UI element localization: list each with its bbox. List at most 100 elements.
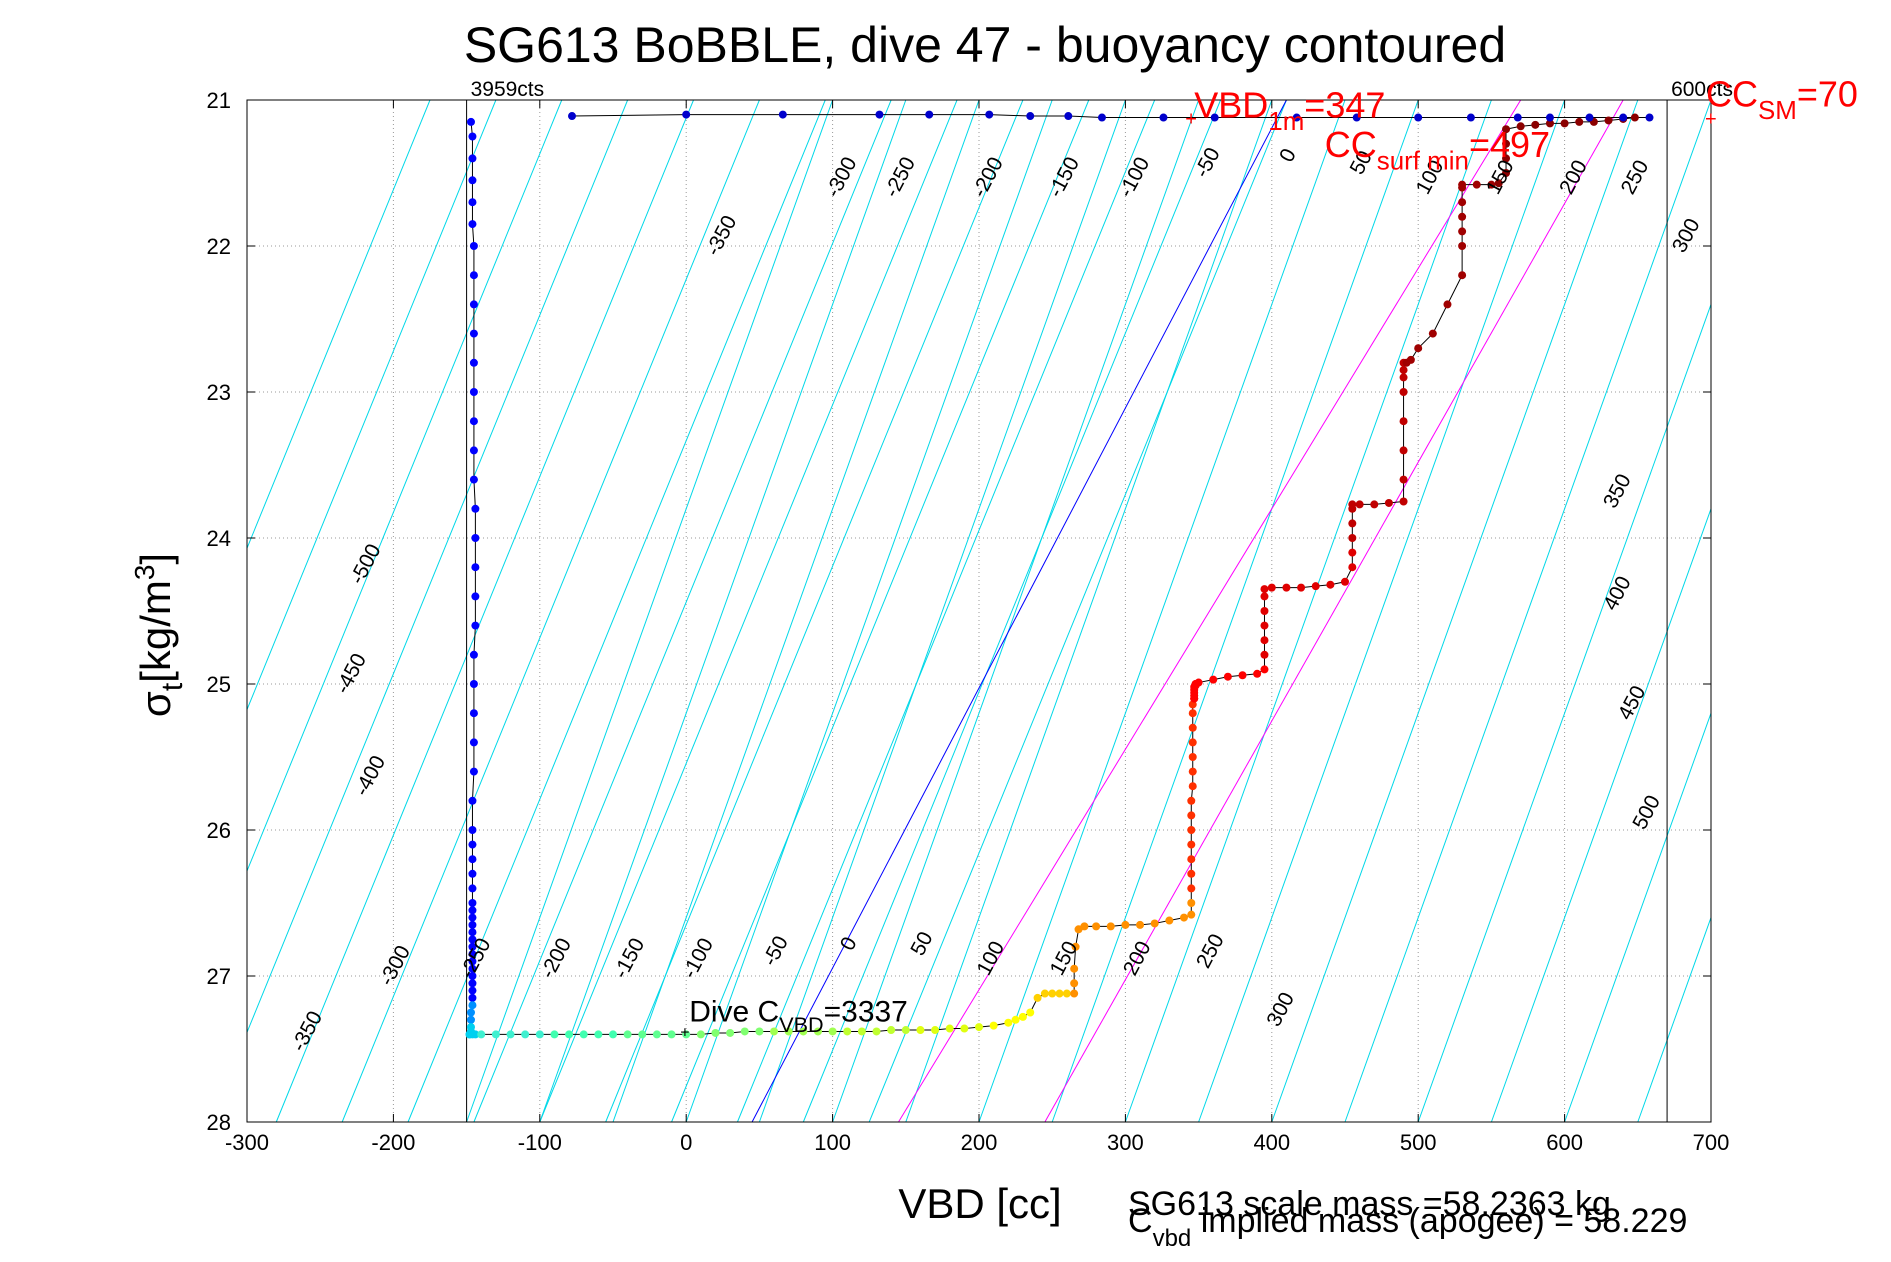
- ascent-point: [1458, 180, 1467, 189]
- x-tick-label: 100: [814, 1130, 851, 1155]
- contour-line: [832, 99, 1200, 1123]
- apogee-point: [565, 1030, 574, 1039]
- y-label-units: [kg/m: [132, 580, 179, 683]
- x-axis-label: VBD [cc]: [898, 1180, 1061, 1227]
- surface-point: [1645, 113, 1654, 122]
- contour-label: 400: [1599, 572, 1636, 614]
- ascent-point: [1458, 198, 1467, 207]
- ascent-point: [1260, 621, 1269, 630]
- ascent-point: [1194, 678, 1203, 687]
- x-tick-label: 300: [1107, 1130, 1144, 1155]
- ascent-point: [1348, 548, 1357, 557]
- descent-point: [466, 117, 475, 126]
- contour-line: [978, 99, 1346, 1123]
- contour-line: [275, 99, 694, 1123]
- y-tick-label: 25: [207, 672, 231, 697]
- contour-label: -350: [701, 212, 741, 260]
- apogee-point: [652, 1030, 661, 1039]
- ascent-point: [1531, 120, 1540, 129]
- ascent-point: [1188, 738, 1197, 747]
- contour-line: [539, 99, 958, 1123]
- y-label-sup: 3: [129, 565, 160, 581]
- apogee-point: [579, 1030, 588, 1039]
- ascent-point: [1399, 388, 1408, 396]
- contour-line: [246, 99, 497, 710]
- descent-point: [468, 942, 477, 951]
- apogee-point: [1033, 993, 1042, 1002]
- surface-point: [1545, 113, 1554, 122]
- ascent-point: [1188, 782, 1197, 791]
- apogee-point: [638, 1030, 647, 1039]
- contour-label: -400: [350, 752, 390, 800]
- ascent-point: [1502, 169, 1511, 177]
- ascent-point: [1311, 582, 1320, 591]
- contour-label: 250: [1192, 930, 1229, 972]
- ascent-point: [1187, 796, 1196, 805]
- descent-point: [468, 855, 477, 864]
- descent-point: [471, 592, 480, 601]
- contour-label: -450: [331, 650, 371, 698]
- y-tick-label: 24: [207, 526, 231, 551]
- apogee-point: [550, 1030, 559, 1039]
- contour-label: 350: [1599, 470, 1636, 512]
- contour-line: [605, 99, 1024, 1123]
- chart-title: SG613 BoBBLE, dive 47 - buoyancy contour…: [464, 17, 1506, 73]
- ascent-point: [1080, 922, 1089, 931]
- descent-point: [468, 884, 477, 893]
- apogee-point: [1055, 989, 1064, 998]
- dive-trace-line: [468, 117, 1635, 1035]
- descent-point: [469, 446, 478, 455]
- descent-point: [468, 198, 477, 207]
- x-tick-label: -100: [518, 1130, 562, 1155]
- contour-line: [246, 99, 629, 1033]
- ascent-point: [1209, 675, 1218, 684]
- ascent-point: [1260, 636, 1269, 645]
- ascent-point: [1458, 242, 1467, 250]
- ascent-point: [1348, 534, 1357, 542]
- x-tick-label: 700: [1693, 1130, 1730, 1155]
- contour-line: [868, 99, 1287, 1123]
- descent-point: [466, 1015, 475, 1024]
- descent-point: [468, 899, 477, 907]
- contour-line: [407, 99, 826, 1123]
- descent-point: [468, 132, 477, 141]
- apogee-point: [1018, 1012, 1027, 1021]
- contour-label: 450: [1614, 682, 1651, 724]
- ascent-point: [1399, 446, 1408, 455]
- contour-label: 0: [1275, 145, 1301, 166]
- ascent-point: [1187, 811, 1196, 820]
- ascent-point: [1355, 500, 1364, 509]
- apogee-point: [857, 1027, 866, 1036]
- descent-point: [471, 563, 480, 572]
- apogee-point: [872, 1027, 881, 1036]
- apogee-point: [975, 1023, 983, 1032]
- ascent-point: [1494, 179, 1503, 188]
- y-tick-label: 26: [207, 818, 231, 843]
- descent-point: [468, 1001, 477, 1010]
- x-tick-label: -300: [225, 1130, 269, 1155]
- x-tick-label: -200: [371, 1130, 415, 1155]
- contour-line: [466, 99, 834, 1123]
- ascent-point: [1502, 154, 1511, 163]
- ascent-point: [1253, 669, 1262, 678]
- contour-label: -300: [375, 942, 415, 990]
- contour-line: [758, 99, 1126, 1123]
- x-tick-label: 400: [1253, 1130, 1290, 1155]
- surface-point: [1466, 113, 1475, 122]
- contour-label: -150: [609, 934, 649, 982]
- surface-trace-line: [572, 114, 1650, 119]
- y-tick-label: 27: [207, 964, 231, 989]
- ascent-point: [1260, 592, 1269, 601]
- ascent-point: [1341, 577, 1349, 586]
- ascent-point: [1384, 498, 1393, 507]
- descent-point: [468, 220, 477, 229]
- descent-point: [469, 767, 478, 776]
- ascent-point: [1348, 500, 1357, 509]
- contour-line: [341, 99, 760, 1123]
- ascent-point: [1150, 919, 1159, 928]
- y-tick-label: 28: [207, 1110, 231, 1135]
- descent-point: [468, 920, 477, 929]
- x-tick-label: 0: [680, 1130, 692, 1155]
- cc-surf-min-annotation: CCsurf min=497: [1325, 124, 1550, 176]
